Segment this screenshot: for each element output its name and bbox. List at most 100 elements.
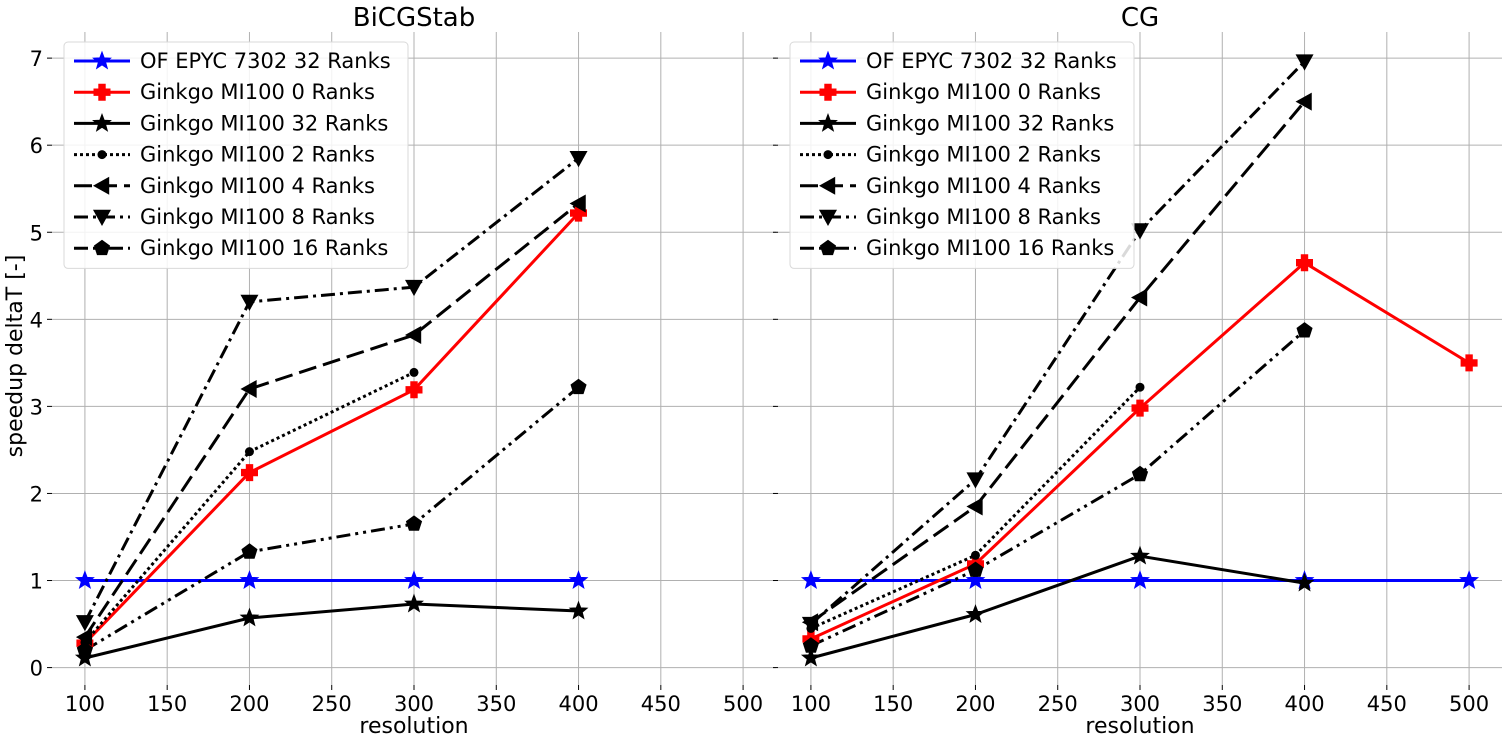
data-point-series-7: [241, 543, 258, 559]
y-axis-label: speedup deltaT [-]: [3, 255, 28, 458]
legend-box: [789, 41, 1135, 269]
y-tick-label: 4: [30, 308, 43, 332]
data-point-series-6: [1295, 54, 1314, 71]
y-tick-label: 3: [30, 395, 43, 419]
legend-box: [63, 41, 409, 269]
data-point-series-3: [74, 647, 95, 667]
data-point-series-1: [800, 570, 821, 589]
data-point-series-6: [240, 294, 259, 311]
series-line-2: [83, 212, 580, 645]
series-line-3: [810, 554, 1305, 660]
data-point-series-5: [405, 325, 422, 344]
y-tick-label: 2: [30, 482, 43, 506]
y-tick-label: 1: [30, 570, 43, 594]
series-line-5: [810, 100, 1306, 624]
legend-marker: [92, 50, 112, 70]
data-point-series-1: [1130, 570, 1150, 589]
y-tick-label: 0: [30, 657, 43, 681]
x-tick-label: 100: [791, 692, 831, 716]
data-point-series-5: [1295, 92, 1312, 111]
legend: OF EPYC 7302 32 Ranks Ginkgo MI100 0 Rank…: [63, 41, 409, 269]
data-point-series-2: [405, 381, 423, 399]
x-tick-label: 400: [558, 692, 598, 716]
legend-marker: [819, 83, 837, 101]
chart-title: CG: [1121, 3, 1159, 33]
series-line-6: [809, 60, 1306, 626]
x-tick-label: 450: [641, 692, 681, 716]
y-tick-label: 6: [30, 134, 43, 158]
data-point-series-2: [1296, 254, 1313, 272]
x-tick-label: 450: [1367, 692, 1407, 716]
data-point-series-3: [239, 607, 260, 627]
data-point-series-1: [568, 570, 589, 589]
data-point-series-6: [1131, 223, 1149, 240]
data-point-series-5: [1131, 288, 1148, 307]
x-tick-label: 500: [1449, 692, 1489, 716]
series-line-4: [83, 371, 415, 644]
legend-label: Ginkgo MI100 16 Ranks: [866, 236, 1114, 260]
x-tick-label: 500: [723, 692, 763, 716]
data-point-series-7: [76, 641, 93, 657]
legend-label: Ginkgo MI100 4 Ranks: [866, 174, 1101, 198]
legend-label: Ginkgo MI100 32 Ranks: [866, 111, 1114, 135]
x-tick-label: 150: [147, 692, 187, 716]
x-tick-label: 250: [1038, 692, 1078, 716]
data-point-series-5: [75, 628, 93, 647]
y-tick-label: 5: [30, 221, 43, 245]
legend-marker: [819, 209, 837, 226]
legend-marker: [818, 50, 838, 70]
x-tick-label: 150: [873, 692, 913, 716]
data-point-series-1: [74, 570, 95, 589]
series-line-6: [83, 157, 580, 623]
legend-label: Ginkgo MI100 0 Ranks: [866, 80, 1101, 104]
data-point-series-6: [569, 151, 588, 168]
legend-label: Ginkgo MI100 4 Ranks: [140, 174, 375, 198]
x-axis-label: resolution: [1085, 714, 1194, 739]
legend-label: OF EPYC 7302 32 Ranks: [140, 49, 391, 73]
x-tick-label: 300: [1120, 692, 1160, 716]
legend-marker: [97, 150, 107, 160]
data-point-series-1: [239, 570, 260, 589]
data-point-series-4: [409, 367, 419, 377]
legend-marker: [819, 239, 837, 256]
series-line-7: [810, 329, 1306, 648]
data-point-series-3: [965, 604, 986, 623]
legend-marker: [819, 176, 836, 195]
data-point-series-4: [1135, 382, 1145, 392]
series-line-3: [84, 602, 579, 660]
x-tick-label: 300: [394, 692, 434, 716]
legend-marker: [818, 112, 838, 132]
legend-label: Ginkgo MI100 8 Ranks: [866, 205, 1101, 229]
data-point-series-7: [1131, 465, 1149, 482]
x-tick-label: 400: [1284, 692, 1324, 716]
series-line-7: [84, 386, 580, 652]
x-tick-label: 350: [476, 692, 516, 716]
legend-label: Ginkgo MI100 2 Ranks: [140, 143, 375, 167]
legend: OF EPYC 7302 32 Ranks Ginkgo MI100 0 Rank…: [789, 41, 1135, 269]
legend-label: Ginkgo MI100 2 Ranks: [866, 143, 1101, 167]
data-point-series-6: [801, 616, 820, 634]
data-point-series-6: [75, 615, 94, 632]
chart-panel-1: 100 150 200 250 300 350 400 450 500 0 1 2 3 4 5 6 7 BiCGS…: [30, 3, 776, 739]
data-point-series-4: [244, 447, 254, 457]
legend-label: OF EPYC 7302 32 Ranks: [866, 49, 1117, 73]
chart-title: BiCGStab: [353, 3, 476, 33]
data-point-series-5: [966, 497, 983, 516]
legend-label: Ginkgo MI100 8 Ranks: [140, 205, 375, 229]
data-point-series-3: [1294, 572, 1315, 592]
data-point-series-6: [405, 279, 423, 297]
data-point-series-7: [802, 637, 819, 653]
legend-marker: [93, 209, 111, 226]
data-point-series-3: [800, 647, 821, 667]
data-point-series-1: [1459, 570, 1480, 589]
x-tick-label: 350: [1202, 692, 1242, 716]
data-point-series-5: [569, 194, 586, 213]
legend-marker: [93, 239, 111, 256]
x-axis-label: resolution: [359, 714, 468, 739]
legend-marker: [93, 176, 110, 195]
chart-panel-2: 100 150 200 250 300 350 400 450 500 CG resolution O…: [773, 3, 1502, 739]
data-point-series-4: [970, 550, 980, 560]
series-line-5: [83, 202, 580, 638]
